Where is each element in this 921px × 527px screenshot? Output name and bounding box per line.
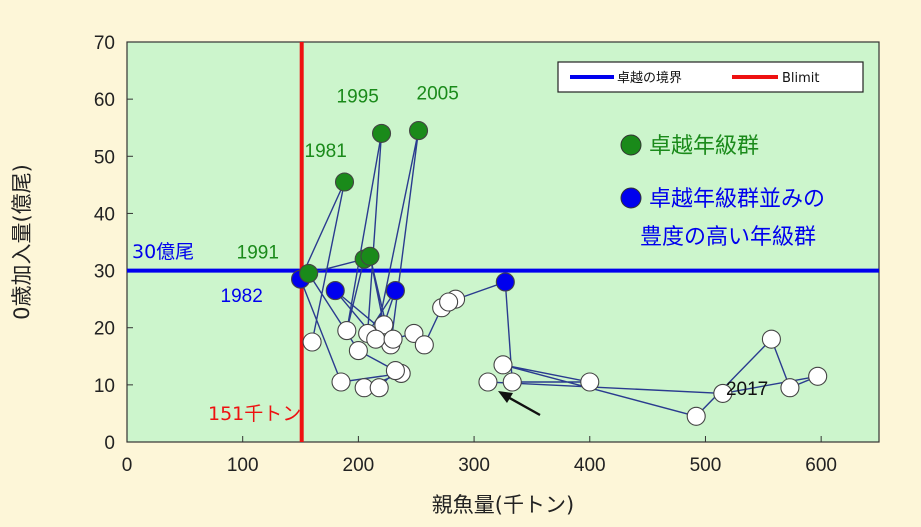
- legend-box: [557, 61, 864, 93]
- data-point-white: [374, 315, 394, 335]
- x-tick-label: 600: [805, 455, 837, 476]
- data-point-green: [334, 172, 355, 192]
- data-point-white: [366, 329, 386, 349]
- y-tick-label: 60: [94, 90, 115, 111]
- data-point-white: [439, 292, 459, 312]
- data-point-white: [502, 372, 522, 392]
- point-label-1982: 1982: [221, 286, 263, 307]
- y-tick-label: 20: [94, 319, 115, 340]
- y-tick-label: 50: [94, 147, 115, 168]
- x-tick-label: 200: [343, 455, 375, 476]
- y-tick-label: 70: [94, 33, 115, 54]
- data-point-white: [383, 329, 403, 349]
- category-marker-dominant: [620, 134, 642, 156]
- data-point-white: [348, 341, 368, 361]
- y-tick-label: 10: [94, 376, 115, 397]
- point-label-1981: 1981: [305, 141, 347, 162]
- point-label-2017: 2017: [726, 379, 768, 400]
- x-axis-ticks: 0 100 200 300 400 500 600: [122, 436, 837, 476]
- y-tick-label: 0: [104, 433, 115, 454]
- x-tick-label: 300: [458, 455, 490, 476]
- x-axis-label: 親魚量(千トン): [432, 493, 574, 517]
- data-point-green: [299, 263, 319, 283]
- arrow-2017: [498, 391, 541, 417]
- category-label-dominant: 卓越年級群: [649, 134, 759, 159]
- data-point-white: [780, 378, 800, 398]
- data-point-white: [713, 383, 733, 403]
- data-points: [290, 121, 828, 426]
- data-point-green: [360, 246, 380, 266]
- data-point-white: [478, 372, 498, 392]
- legend-label-blimit: Blimit: [782, 71, 820, 86]
- y-tick-label: 40: [94, 204, 115, 225]
- data-point-white: [414, 335, 434, 355]
- legend-label-dominance-boundary: 卓越の境界: [617, 71, 682, 86]
- data-point-blue: [325, 281, 345, 301]
- y-axis-ticks: 0 10 20 30 40 50 60 70: [94, 33, 133, 454]
- data-point-white: [369, 378, 389, 398]
- data-point-blue: [385, 281, 405, 301]
- reference-label-151: 151千トン: [208, 403, 301, 425]
- point-labels: 1981 1995 2005 1991 1982 2017: [221, 84, 769, 400]
- data-point-green: [408, 121, 429, 141]
- point-label-2005: 2005: [417, 84, 459, 105]
- data-point-white: [302, 332, 322, 352]
- x-tick-label: 100: [227, 455, 259, 476]
- data-point-green: [371, 123, 392, 143]
- category-legend: 卓越年級群 卓越年級群並みの 豊度の高い年級群: [620, 134, 825, 250]
- point-label-1995: 1995: [337, 86, 379, 107]
- x-tick-label: 500: [690, 455, 722, 476]
- data-point-white: [337, 321, 357, 341]
- data-point-white: [686, 406, 706, 426]
- category-marker-high-abundance: [620, 187, 642, 209]
- data-point-white: [580, 372, 600, 392]
- reference-lines: [127, 42, 879, 442]
- data-point-white: [331, 372, 351, 392]
- data-point-white: [761, 329, 781, 349]
- data-point-blue: [495, 272, 515, 292]
- category-label-high-abundance-line1: 卓越年級群並みの: [649, 187, 825, 212]
- data-point-white: [808, 366, 828, 386]
- x-tick-label: 400: [574, 455, 606, 476]
- data-point-white: [493, 355, 513, 375]
- plot-area: [126, 41, 880, 443]
- reference-label-30: 30億尾: [132, 241, 194, 263]
- data-point-white: [385, 361, 405, 381]
- point-label-1991: 1991: [237, 242, 279, 263]
- legend: 卓越の境界 Blimit: [557, 61, 864, 93]
- x-tick-label: 0: [122, 455, 133, 476]
- y-tick-label: 30: [94, 262, 115, 283]
- category-label-high-abundance-line2: 豊度の高い年級群: [640, 225, 816, 250]
- y-axis-label: 0歳加入量(億尾): [10, 164, 34, 320]
